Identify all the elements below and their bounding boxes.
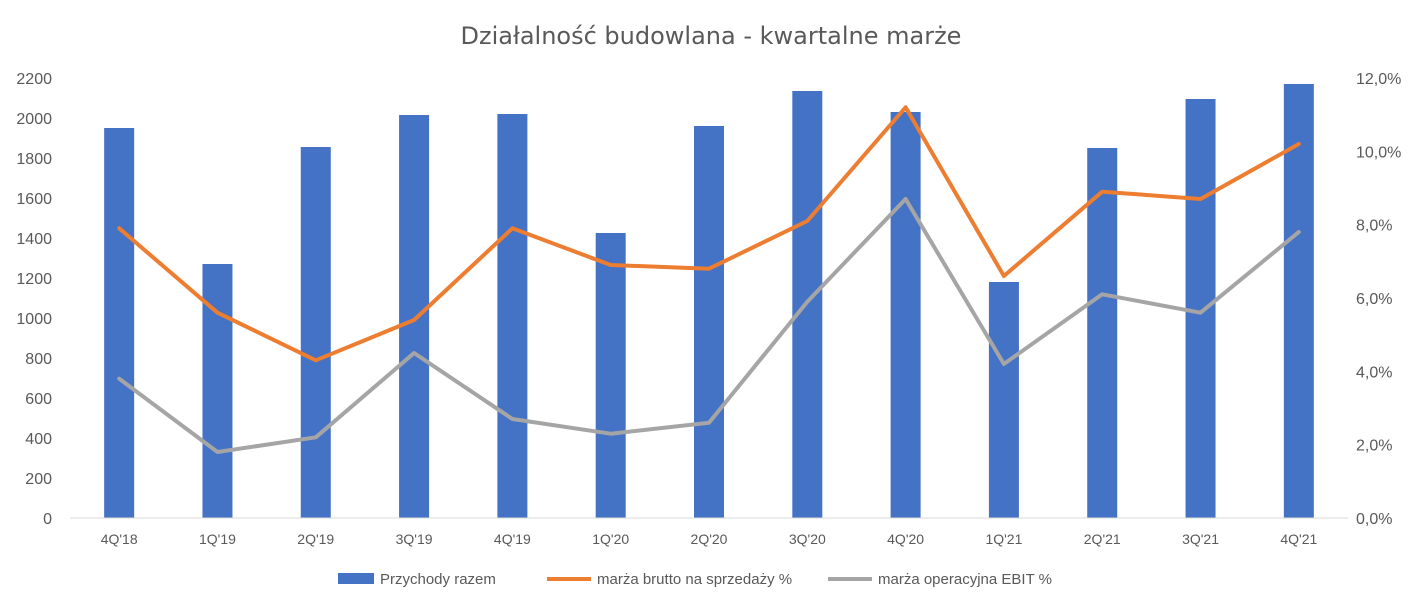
y-right-tick-label: 4,0% bbox=[1356, 364, 1392, 381]
x-tick-label: 3Q'20 bbox=[789, 531, 826, 547]
x-tick-label: 4Q'19 bbox=[494, 531, 531, 547]
bar-series bbox=[104, 84, 1314, 518]
y-left-tick-label: 1000 bbox=[16, 311, 52, 328]
y-left-tick-label: 0 bbox=[43, 511, 52, 528]
y-left-tick-label: 2200 bbox=[16, 71, 52, 88]
bar bbox=[890, 112, 921, 518]
y-right-tick-label: 8,0% bbox=[1356, 218, 1392, 235]
legend-label: marża operacyjna EBIT % bbox=[878, 571, 1052, 588]
x-tick-label: 1Q'19 bbox=[199, 531, 236, 547]
y-left-tick-label: 400 bbox=[25, 431, 52, 448]
legend-label: marża brutto na sprzedaży % bbox=[597, 571, 792, 588]
y-left-tick-label: 600 bbox=[25, 391, 52, 408]
line-series bbox=[117, 105, 1301, 454]
x-axis: 4Q'18 1Q'19 2Q'19 3Q'19 4Q'19 1Q'20 2Q'20 3Q'20… bbox=[101, 531, 1318, 547]
bar bbox=[988, 282, 1019, 518]
x-tick-label: 2Q'20 bbox=[691, 531, 728, 547]
y-left-tick-label: 1200 bbox=[16, 271, 52, 288]
x-tick-label: 2Q'21 bbox=[1084, 531, 1121, 547]
series-line bbox=[117, 197, 1301, 454]
legend-label: Przychody razem bbox=[380, 571, 496, 588]
bar bbox=[399, 115, 430, 518]
y-left-tick-label: 1800 bbox=[16, 151, 52, 168]
legend: Przychody razem marża brutto na sprzedaży… bbox=[338, 571, 1052, 588]
bar bbox=[595, 233, 626, 518]
x-tick-label: 3Q'21 bbox=[1182, 531, 1219, 547]
bar bbox=[1087, 148, 1118, 518]
bar bbox=[694, 126, 724, 518]
y-left-tick-label: 1400 bbox=[16, 231, 52, 248]
y-left-tick-label: 2000 bbox=[16, 111, 52, 128]
bar bbox=[1185, 99, 1216, 518]
x-tick-label: 1Q'20 bbox=[592, 531, 629, 547]
series-line bbox=[117, 105, 1301, 363]
bar bbox=[300, 147, 331, 518]
bar bbox=[497, 114, 528, 518]
x-tick-label: 2Q'19 bbox=[297, 531, 334, 547]
bar bbox=[104, 128, 135, 518]
x-tick-label: 4Q'21 bbox=[1280, 531, 1317, 547]
x-tick-label: 1Q'21 bbox=[985, 531, 1022, 547]
x-tick-label: 4Q'20 bbox=[887, 531, 924, 547]
y-right-tick-label: 0,0% bbox=[1356, 511, 1392, 528]
y-right-tick-label: 2,0% bbox=[1356, 438, 1392, 455]
legend-swatch bbox=[338, 573, 374, 584]
x-tick-label: 3Q'19 bbox=[396, 531, 433, 547]
y-left-tick-label: 800 bbox=[25, 351, 52, 368]
y-right-tick-label: 12,0% bbox=[1356, 71, 1401, 88]
y-right-tick-label: 6,0% bbox=[1356, 291, 1392, 308]
y-left-tick-label: 1600 bbox=[16, 191, 52, 208]
y-axis-right: 0,0% 2,0% 4,0% 6,0% 8,0% 10,0% 12,0% bbox=[1356, 71, 1401, 528]
y-axis-left: 0 200 400 600 800 1000 1200 1400 1600 1800 2000 220… bbox=[16, 71, 52, 528]
x-tick-label: 4Q'18 bbox=[101, 531, 138, 547]
y-right-tick-label: 10,0% bbox=[1356, 144, 1401, 161]
chart-title: Działalność budowlana - kwartalne marże bbox=[461, 22, 962, 50]
y-left-tick-label: 200 bbox=[25, 471, 52, 488]
bar bbox=[1283, 84, 1314, 518]
